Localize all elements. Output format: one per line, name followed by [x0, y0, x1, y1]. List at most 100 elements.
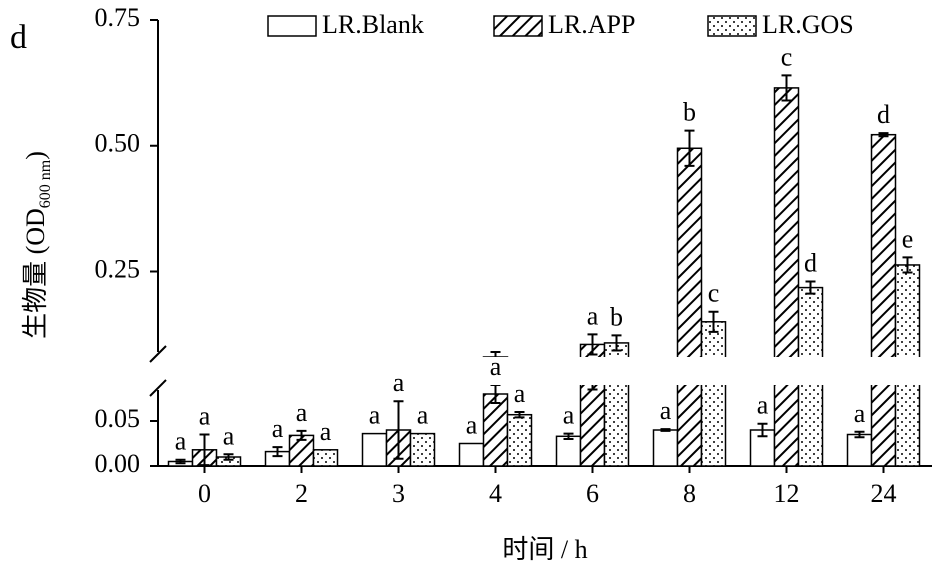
bar: [458, 442, 485, 466]
bar: [409, 432, 436, 466]
x-tick-label: 12: [774, 479, 800, 508]
significance-letter: a: [393, 368, 405, 397]
error-bar: [757, 422, 768, 438]
significance-letter: a: [466, 410, 478, 439]
bar: [411, 379, 435, 397]
x-tick-label: 2: [295, 479, 308, 508]
legend-label: LR.APP: [548, 10, 635, 39]
legend-swatch: [267, 15, 317, 37]
significance-letter: a: [272, 414, 284, 443]
error-bar: [515, 367, 525, 370]
y-tick-label: 0.25: [95, 254, 141, 283]
significance-letter: a: [490, 352, 502, 381]
x-tick-label: 4: [489, 479, 502, 508]
significance-letter: b: [683, 98, 696, 127]
bar: [700, 385, 727, 466]
error-bar: [393, 400, 404, 460]
error-bar: [587, 385, 598, 391]
significance-letter: a: [417, 401, 429, 430]
bar: [460, 385, 484, 397]
bar: [557, 381, 581, 397]
bar: [266, 389, 290, 397]
y-label-text: 生物量 (OD: [21, 208, 50, 339]
bar: [676, 385, 703, 466]
bar: [652, 429, 679, 466]
bar: [894, 264, 921, 357]
y-axis-label: 生物量 (OD600 nm): [21, 151, 54, 339]
x-tick-label: 24: [871, 479, 897, 508]
significance-letter: a: [563, 401, 575, 430]
error-bar: [563, 432, 574, 440]
bar: [361, 432, 388, 466]
bar: [555, 435, 582, 466]
error-bar: [685, 0, 695, 52]
error-bar: [902, 256, 913, 274]
significance-letter: a: [660, 396, 672, 425]
y-tick-label: 0.75: [95, 3, 141, 32]
significance-letter: a: [854, 399, 866, 428]
significance-letter: a: [757, 391, 769, 420]
error-bar: [223, 453, 234, 461]
significance-letter: b: [610, 302, 623, 331]
error-bar: [612, 355, 622, 382]
error-bar: [805, 280, 816, 295]
y-tick-label: 0.50: [95, 129, 141, 158]
error-bar: [661, 377, 671, 378]
significance-letter: a: [199, 401, 211, 430]
bar: [870, 133, 897, 357]
significance-letter: c: [708, 279, 720, 308]
y-label-sub: 600 nm: [37, 159, 54, 208]
significance-letter: e: [902, 224, 914, 253]
significance-letter: a: [587, 301, 599, 330]
error-bar: [490, 385, 501, 404]
bar: [894, 385, 921, 466]
bar: [290, 380, 314, 397]
bar: [506, 413, 533, 466]
x-axis-label: 时间 / h: [502, 535, 587, 564]
bar: [603, 385, 630, 466]
significance-letter: a: [369, 401, 381, 430]
error-bar: [297, 378, 307, 383]
legend-label: LR.Blank: [322, 10, 424, 39]
lower-panel: [167, 0, 921, 466]
y-label-suffix: ): [21, 151, 50, 160]
error-bar: [878, 132, 889, 138]
bar: [217, 392, 241, 397]
error-bar: [855, 378, 865, 381]
bar: [797, 286, 824, 357]
bar: [654, 377, 678, 397]
error-bar: [224, 391, 234, 394]
bar: [846, 433, 873, 466]
legend-swatch: [707, 15, 757, 37]
legend-swatch: [493, 15, 543, 37]
bar: [848, 380, 872, 397]
significance-letter: c: [781, 42, 793, 71]
error-bar: [611, 334, 622, 352]
x-tick-label: 3: [392, 479, 405, 508]
bar: [482, 393, 509, 466]
upper-panel: [176, 74, 921, 397]
error-bar: [176, 394, 186, 396]
bar: [193, 388, 217, 397]
error-bar: [564, 379, 574, 382]
significance-letter: a: [223, 421, 235, 450]
error-bar: [296, 429, 307, 441]
error-bar: [272, 446, 283, 458]
x-tick-label: 6: [586, 479, 599, 508]
significance-letter: a: [514, 379, 526, 408]
error-bar: [854, 430, 865, 439]
error-bar: [708, 310, 719, 333]
error-bar: [587, 333, 598, 356]
y-tick-label: 0.00: [95, 449, 141, 478]
significance-letter: d: [877, 100, 890, 129]
significance-letter: a: [320, 417, 332, 446]
error-bar: [199, 433, 210, 466]
error-bar: [514, 411, 525, 419]
bar: [797, 385, 824, 466]
bar: [676, 147, 703, 357]
error-bar: [758, 374, 768, 381]
significance-letter: d: [804, 249, 817, 278]
bar: [312, 449, 339, 466]
significance-letter: a: [175, 427, 187, 456]
